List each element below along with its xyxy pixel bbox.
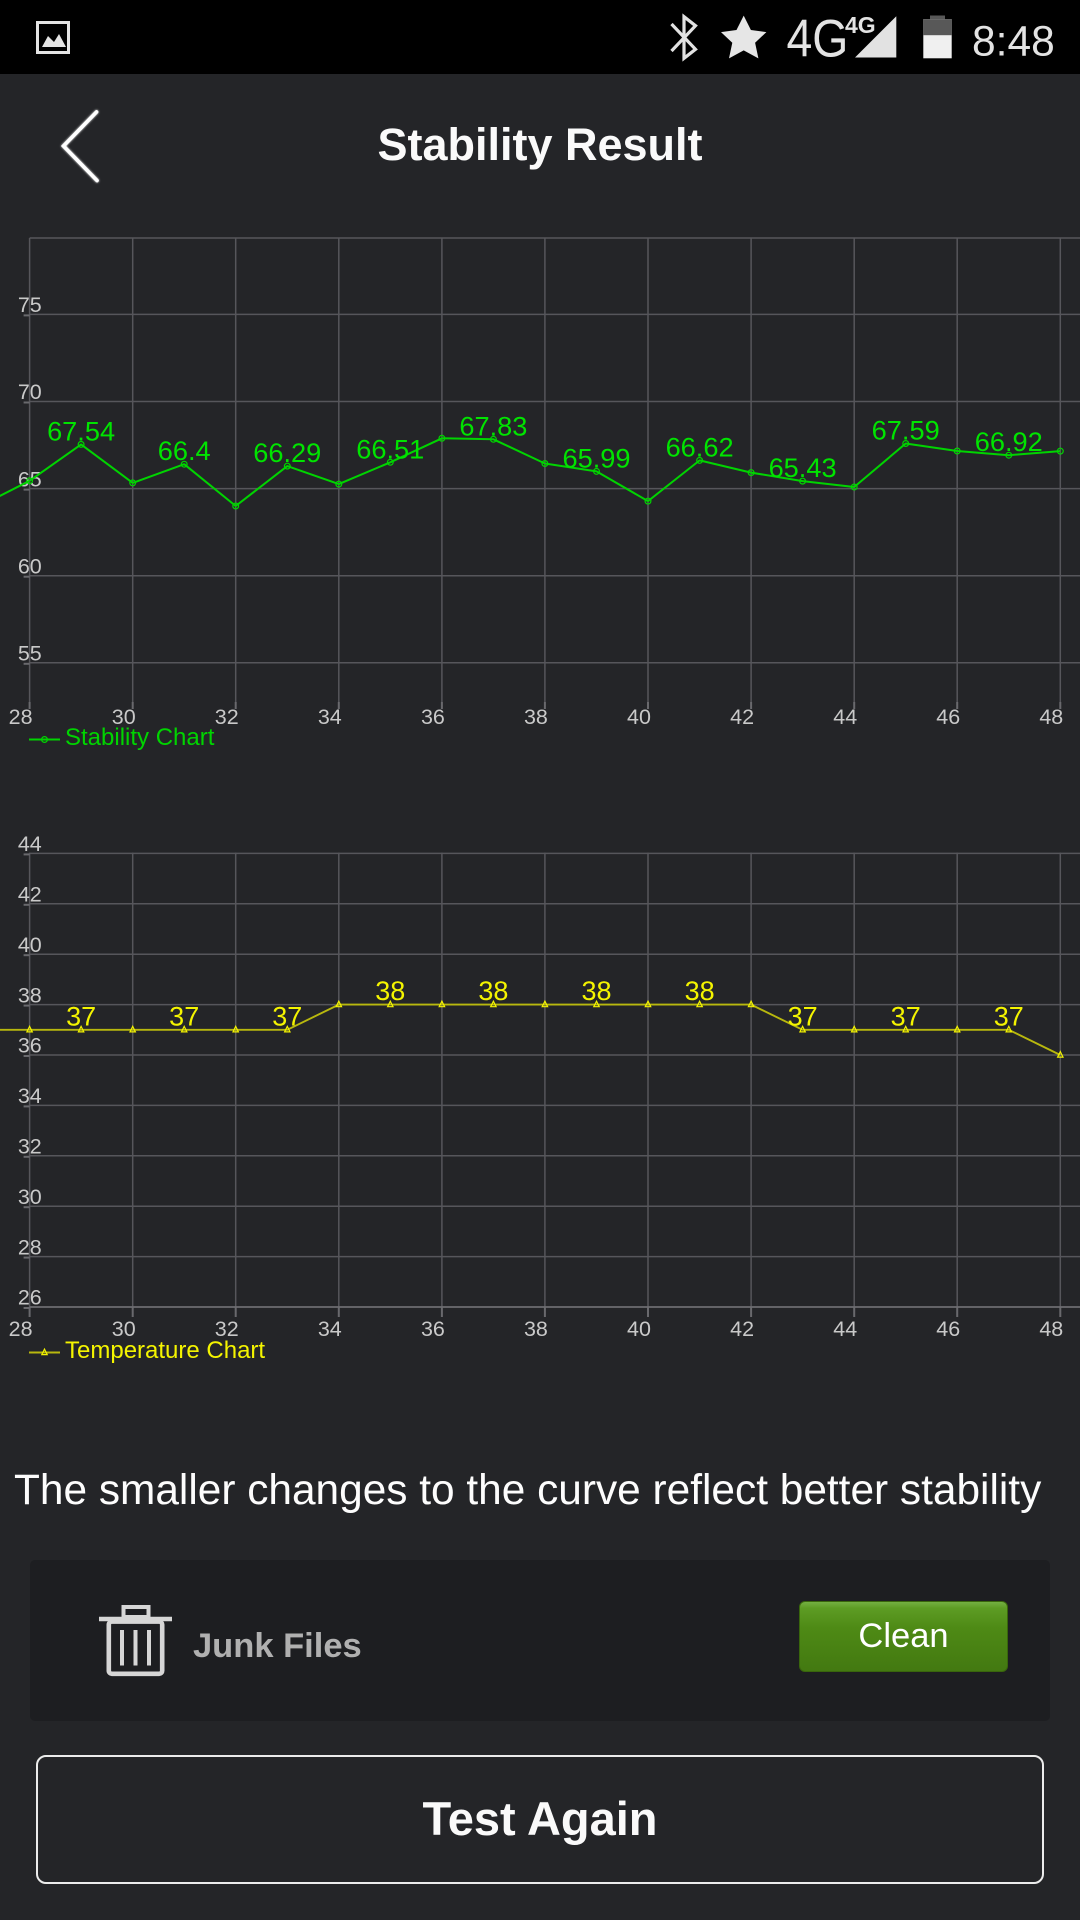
svg-text:60: 60 <box>18 554 42 578</box>
svg-text:37: 37 <box>994 1001 1024 1031</box>
svg-text:42: 42 <box>730 705 754 729</box>
svg-text:48: 48 <box>1039 705 1063 729</box>
svg-text:38: 38 <box>581 976 611 1006</box>
svg-text:30: 30 <box>18 1185 42 1209</box>
svg-text:42: 42 <box>18 883 42 907</box>
svg-text:67.59: 67.59 <box>872 415 940 446</box>
svg-text:40: 40 <box>627 705 651 729</box>
svg-text:28: 28 <box>9 1317 33 1341</box>
svg-text:28: 28 <box>18 1235 42 1259</box>
svg-text:40: 40 <box>18 933 42 957</box>
svg-text:38: 38 <box>478 976 508 1006</box>
svg-text:30: 30 <box>112 1317 136 1341</box>
svg-text:36: 36 <box>421 1317 445 1341</box>
svg-text:66.4: 66.4 <box>158 435 211 466</box>
svg-text:37: 37 <box>169 1001 199 1031</box>
svg-text:37: 37 <box>891 1001 921 1031</box>
svg-text:75: 75 <box>18 293 42 317</box>
svg-text:4G: 4G <box>787 9 849 69</box>
svg-text:34: 34 <box>18 1084 42 1108</box>
svg-text:66.62: 66.62 <box>666 431 734 462</box>
svg-text:44: 44 <box>833 1317 857 1341</box>
svg-text:67.83: 67.83 <box>459 410 527 441</box>
svg-text:55: 55 <box>18 642 42 666</box>
svg-text:44: 44 <box>18 832 42 856</box>
svg-text:38: 38 <box>524 705 548 729</box>
svg-text:32: 32 <box>215 1317 239 1341</box>
svg-text:36: 36 <box>18 1034 42 1058</box>
svg-text:46: 46 <box>936 705 960 729</box>
svg-text:38: 38 <box>524 1317 548 1341</box>
svg-text:67.54: 67.54 <box>47 415 115 446</box>
svg-text:65: 65 <box>18 467 42 491</box>
svg-text:38: 38 <box>685 976 715 1006</box>
svg-text:40: 40 <box>627 1317 651 1341</box>
svg-text:28: 28 <box>9 705 33 729</box>
svg-text:32: 32 <box>18 1135 42 1159</box>
svg-text:26: 26 <box>18 1286 42 1310</box>
svg-text:66.29: 66.29 <box>253 437 321 468</box>
svg-text:37: 37 <box>66 1001 96 1031</box>
svg-text:48: 48 <box>1039 1317 1063 1341</box>
svg-text:4G: 4G <box>845 12 876 38</box>
svg-text:66.51: 66.51 <box>356 433 424 464</box>
svg-text:65.43: 65.43 <box>769 452 837 483</box>
svg-text:34: 34 <box>318 705 342 729</box>
svg-text:38: 38 <box>375 976 405 1006</box>
svg-text:46: 46 <box>936 1317 960 1341</box>
svg-text:37: 37 <box>788 1001 818 1031</box>
svg-text:36: 36 <box>421 705 445 729</box>
svg-text:Stability Chart: Stability Chart <box>65 724 215 751</box>
svg-text:42: 42 <box>730 1317 754 1341</box>
svg-text:30: 30 <box>112 705 136 729</box>
svg-text:65.99: 65.99 <box>562 442 630 473</box>
svg-text:Temperature Chart: Temperature Chart <box>65 1337 265 1364</box>
svg-text:34: 34 <box>318 1317 342 1341</box>
svg-text:70: 70 <box>18 380 42 404</box>
svg-text:37: 37 <box>272 1001 302 1031</box>
svg-text:8:48: 8:48 <box>972 19 1055 66</box>
svg-text:32: 32 <box>215 705 239 729</box>
svg-text:66.92: 66.92 <box>975 426 1043 457</box>
svg-text:44: 44 <box>833 705 857 729</box>
svg-text:38: 38 <box>18 983 42 1007</box>
